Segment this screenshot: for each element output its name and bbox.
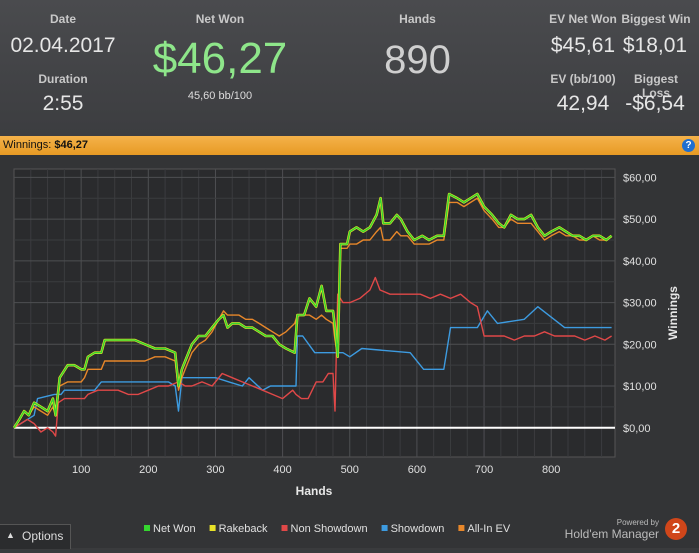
x-tick-label: 700	[475, 464, 493, 476]
legend-swatch	[144, 525, 150, 531]
x-axis-label: Hands	[296, 484, 333, 498]
y-tick-label: $30,00	[623, 298, 657, 310]
x-tick-label: 800	[542, 464, 560, 476]
net-won-value: $46,27	[152, 34, 288, 83]
net-won-bb100: 45,60 bb/100	[187, 90, 253, 102]
ev-net-won-value: $45,61	[550, 34, 616, 57]
options-label: Options	[22, 529, 64, 543]
winnings-chart: 100 200 300 400 500 600 700 800 $0,00 $10,00 $20,…	[12, 168, 680, 535]
winnings-chart-panel: 100 200 300 400 500 600 700 800 $0,00 $10,00 $20,…	[0, 155, 699, 548]
y-axis-label: Winnings	[666, 286, 680, 340]
stats-panel: Date 02.04.2017 Duration 2:55 Net Won $4…	[0, 0, 699, 136]
y-tick-label: $50,00	[623, 214, 657, 226]
legend-label: Showdown	[391, 523, 445, 535]
y-tick-label: $0,00	[623, 423, 651, 435]
series-line-net-won	[13, 193, 613, 429]
y-tick-label: $10,00	[623, 381, 657, 393]
legend-swatch	[458, 525, 465, 531]
brand-block: Powered by Hold'em Manager	[565, 518, 659, 541]
legend-label: Non Showdown	[291, 523, 368, 535]
biggest-loss-value: -$6,54	[625, 92, 685, 115]
options-button[interactable]: ▲ Options	[0, 524, 71, 549]
winnings-summary: Winnings: $46,27	[3, 139, 88, 151]
biggest-win-value: $18,01	[622, 34, 688, 57]
brand-name: Hold'em Manager	[564, 527, 659, 541]
winnings-value: $46,27	[54, 139, 89, 151]
ev-net-won-label: EV Net Won	[549, 12, 617, 26]
help-icon[interactable]: ?	[682, 139, 695, 152]
ev-bb100-value: 42,94	[556, 92, 610, 115]
x-tick-label: 600	[408, 464, 426, 476]
x-tick-label: 500	[341, 464, 359, 476]
series-line-non-showdown	[13, 276, 612, 437]
x-tick-label: 200	[139, 464, 157, 476]
legend-swatch	[209, 525, 216, 531]
y-tick-label: $40,00	[623, 256, 657, 268]
biggest-loss-label: Biggest Loss	[633, 72, 678, 100]
hm2-logo-icon: 2	[665, 518, 687, 540]
x-tick-label: 400	[273, 464, 291, 476]
legend-label: Rakeback	[219, 523, 268, 535]
duration-value: 2:55	[42, 92, 84, 115]
net-won-label: Net Won	[195, 12, 245, 26]
legend-label: Net Won	[153, 523, 196, 535]
duration-label: Duration	[38, 72, 88, 86]
date-label: Date	[49, 12, 76, 26]
winnings-label: Winnings:	[3, 139, 52, 151]
triangle-up-icon: ▲	[6, 530, 15, 540]
legend-swatch	[281, 525, 288, 531]
powered-by-text: Powered by	[616, 518, 659, 527]
ev-bb100-label: EV (bb/100)	[550, 72, 616, 86]
y-tick-label: $20,00	[623, 339, 657, 351]
hands-label: Hands	[399, 12, 436, 26]
winnings-bar: Winnings: $46,27	[0, 136, 699, 155]
y-tick-label: $60,00	[623, 172, 657, 184]
date-value: 02.04.2017	[10, 34, 116, 57]
legend-label: All-In EV	[467, 523, 510, 535]
hands-value: 890	[384, 38, 451, 82]
x-tick-label: 300	[206, 464, 224, 476]
biggest-win-label: Biggest Win	[621, 12, 691, 26]
legend-swatch	[381, 525, 388, 531]
plot-area	[13, 168, 616, 458]
x-tick-label: 100	[72, 464, 90, 476]
